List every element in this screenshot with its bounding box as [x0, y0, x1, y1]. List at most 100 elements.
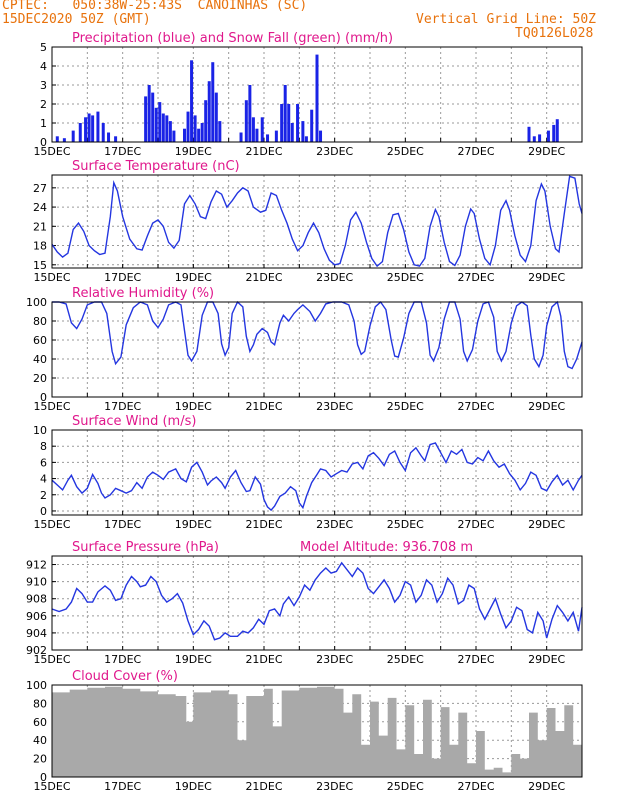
x-tick-label: 15DEC	[33, 653, 70, 666]
precip-bar	[193, 115, 197, 142]
x-tick-label: 19DEC	[175, 400, 212, 413]
precip-bar	[244, 100, 248, 142]
series-line	[51, 561, 583, 641]
x-tick-label: 23DEC	[316, 518, 353, 531]
x-tick-label: 17DEC	[104, 145, 141, 158]
x-tick-label: 29DEC	[528, 518, 565, 531]
precip-bar	[290, 123, 294, 142]
precip-bar	[190, 60, 194, 142]
x-tick-label: 27DEC	[457, 780, 494, 793]
y-tick-label: 21	[33, 220, 47, 233]
precip-bar	[546, 130, 550, 142]
precip-bar	[200, 123, 204, 142]
grid-note: Vertical Grid Line: 50Z	[416, 12, 597, 27]
precip-bar	[87, 113, 91, 142]
x-tick-label: 21DEC	[245, 653, 282, 666]
x-tick-label: 25DEC	[387, 653, 424, 666]
precip-bar	[161, 113, 165, 142]
precip-bar	[527, 126, 531, 142]
series-line	[52, 300, 583, 370]
x-tick-label: 29DEC	[528, 780, 565, 793]
x-tick-label: 29DEC	[528, 145, 565, 158]
x-tick-label: 19DEC	[175, 271, 212, 284]
x-tick-label: 29DEC	[528, 400, 565, 413]
precip-bar	[287, 104, 291, 142]
precip-bar	[71, 130, 75, 142]
precip-bar	[172, 130, 176, 142]
x-tick-label: 23DEC	[316, 780, 353, 793]
y-tick-label: 906	[26, 610, 47, 623]
precip-bar	[319, 130, 323, 142]
panel-frame	[51, 46, 583, 143]
x-tick-label: 27DEC	[457, 653, 494, 666]
precip-bar	[274, 130, 278, 142]
y-tick-label: 60	[33, 334, 47, 347]
panel-frame	[51, 555, 583, 651]
y-tick-label: 40	[33, 353, 47, 366]
precip-bar	[62, 138, 66, 142]
precip-bar	[183, 128, 186, 142]
panel-title: Precipitation (blue) and Snow Fall (gree…	[72, 31, 393, 46]
precip-bar	[315, 54, 319, 142]
x-tick-label: 25DEC	[387, 518, 424, 531]
precip-bar	[101, 123, 105, 142]
y-tick-label: 27	[33, 182, 47, 195]
y-tick-label: 0	[40, 505, 47, 518]
x-tick-label: 27DEC	[457, 271, 494, 284]
y-tick-label: 2	[40, 98, 47, 111]
x-tick-label: 29DEC	[528, 653, 565, 666]
y-tick-label: 10	[33, 424, 47, 437]
x-tick-label: 15DEC	[33, 400, 70, 413]
precip-bar	[147, 85, 151, 142]
precip-bar	[55, 136, 59, 142]
y-tick-label: 24	[33, 201, 47, 214]
precip-bar	[304, 136, 308, 142]
x-tick-label: 25DEC	[387, 145, 424, 158]
x-tick-label: 25DEC	[387, 400, 424, 413]
x-tick-label: 23DEC	[316, 145, 353, 158]
precip-bar	[154, 107, 158, 142]
y-tick-label: 908	[26, 593, 47, 606]
precip-bar	[144, 96, 148, 142]
precip-bar	[114, 136, 118, 142]
y-tick-label: 18	[33, 240, 47, 253]
y-tick-label: 912	[26, 559, 47, 572]
y-tick-label: 902	[26, 644, 47, 657]
x-tick-label: 15DEC	[33, 271, 70, 284]
x-tick-label: 17DEC	[104, 780, 141, 793]
x-tick-label: 27DEC	[457, 518, 494, 531]
precip-bar	[296, 104, 300, 142]
precip-bar	[260, 117, 264, 142]
panel-title: Surface Wind (m/s)	[72, 414, 196, 429]
precip-bar	[151, 92, 155, 142]
y-tick-label: 4	[40, 473, 47, 486]
station-line: CPTEC: 050:38W-25:43S CANOINHAS (SC)	[2, 0, 308, 13]
precip-bar	[165, 115, 169, 142]
precip-bar	[91, 115, 95, 142]
precip-bar	[239, 132, 243, 142]
y-tick-label: 100	[26, 296, 47, 309]
y-tick-label: 60	[33, 716, 47, 729]
x-tick-label: 15DEC	[33, 780, 70, 793]
x-tick-label: 23DEC	[316, 271, 353, 284]
precip-bar	[214, 92, 218, 142]
y-tick-label: 4	[40, 60, 47, 73]
y-tick-label: 100	[26, 679, 47, 692]
panel-frame	[51, 429, 583, 516]
precip-bar	[251, 117, 255, 142]
precip-bar	[280, 104, 284, 142]
cloud-area	[52, 686, 582, 777]
x-tick-label: 21DEC	[245, 400, 282, 413]
precip-bar	[168, 121, 172, 142]
precip-bar	[310, 109, 314, 142]
model-code: TQ0126L028	[515, 26, 594, 41]
model-altitude: Model Altitude: 936.708 m	[300, 540, 473, 555]
x-tick-label: 29DEC	[528, 271, 565, 284]
y-tick-label: 20	[33, 372, 47, 385]
x-tick-label: 17DEC	[104, 653, 141, 666]
x-tick-label: 21DEC	[245, 145, 282, 158]
precip-bar	[301, 121, 305, 142]
x-tick-label: 27DEC	[457, 145, 494, 158]
precip-bar	[266, 134, 270, 142]
